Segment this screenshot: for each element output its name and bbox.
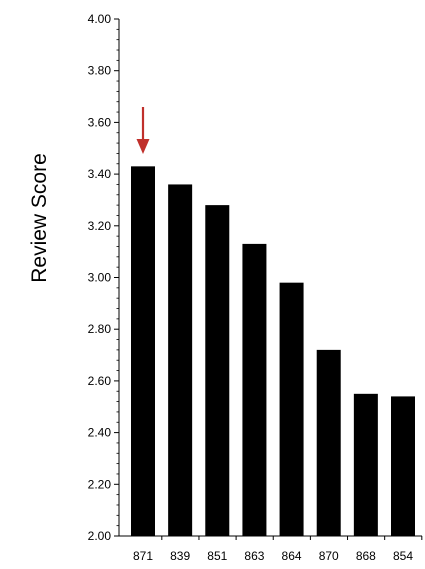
x-tick-label-863: 863 <box>244 549 264 563</box>
bar-851 <box>205 205 230 536</box>
x-tick-label-839: 839 <box>170 549 190 563</box>
y-tick-label: 2.80 <box>88 322 112 336</box>
y-tick-label: 2.20 <box>88 477 112 491</box>
y-tick-label: 3.20 <box>88 219 112 233</box>
y-tick-label: 2.40 <box>88 426 112 440</box>
y-tick-label: 3.40 <box>88 167 112 181</box>
x-tick-label-868: 868 <box>356 549 376 563</box>
y-tick-label: 2.60 <box>88 374 112 388</box>
highlight-arrow <box>136 107 150 154</box>
x-axis-labels: 871 839 851 863 864 870 868 854 <box>133 536 423 563</box>
y-tick-label: 3.00 <box>88 271 112 285</box>
bar-864 <box>279 282 304 536</box>
bar-868 <box>353 393 378 536</box>
bars <box>131 166 415 536</box>
y-tick-label: 4.00 <box>88 12 112 26</box>
bar-839 <box>168 184 193 536</box>
x-tick-label-854: 854 <box>393 549 413 563</box>
y-tick-label: 3.60 <box>88 115 112 129</box>
x-tick-label-851: 851 <box>207 549 227 563</box>
y-axis-label: Review Score <box>28 153 51 283</box>
bar-854 <box>391 396 415 536</box>
arrow-head-icon <box>136 139 150 154</box>
y-axis-ticks: 4.00 3.80 3.60 3.40 3.20 3.00 2.80 2.60 2.40 2.20… <box>88 12 119 543</box>
bar-863 <box>242 243 267 536</box>
bar-870 <box>316 349 341 536</box>
x-tick-label-864: 864 <box>282 549 302 563</box>
bar-871 <box>131 166 155 536</box>
x-tick-label-870: 870 <box>319 549 339 563</box>
y-tick-label: 2.00 <box>88 529 112 543</box>
x-tick-label-871: 871 <box>133 549 153 563</box>
y-tick-label: 3.80 <box>88 64 112 78</box>
